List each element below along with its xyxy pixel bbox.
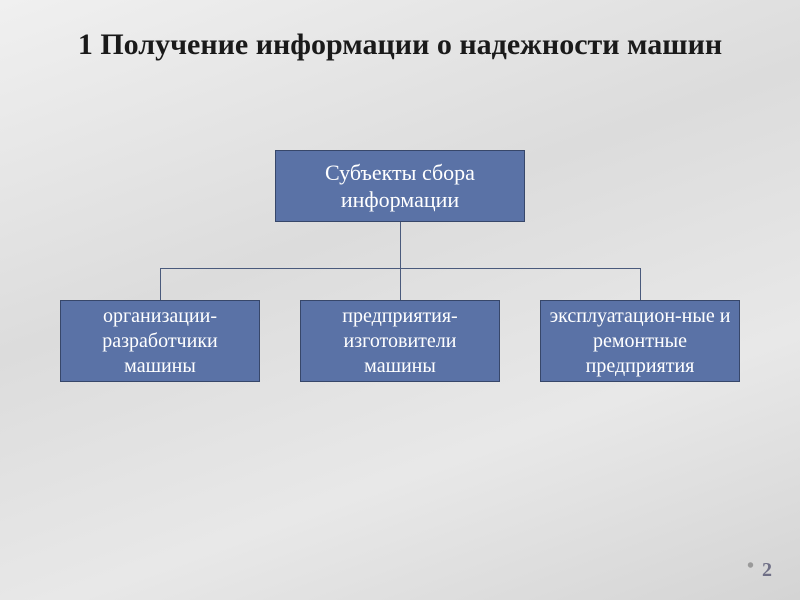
connector-drop-0 xyxy=(160,268,161,300)
child-node-0: организации-разработчики машины xyxy=(60,300,260,382)
child-node-1: предприятия-изготовители машины xyxy=(300,300,500,382)
page-bullet-icon: • xyxy=(747,555,754,578)
child-node-2: эксплуатацион-ные и ремонтные предприяти… xyxy=(540,300,740,382)
connector-drop-2 xyxy=(640,268,641,300)
slide-title: 1 Получение информации о надежности маши… xyxy=(0,0,800,64)
connector-drop-1 xyxy=(400,268,401,300)
org-chart: Субъекты сбора информации организации-ра… xyxy=(0,150,800,430)
page-number: 2 xyxy=(762,559,772,582)
root-node: Субъекты сбора информации xyxy=(275,150,525,222)
connector-trunk xyxy=(400,222,401,268)
